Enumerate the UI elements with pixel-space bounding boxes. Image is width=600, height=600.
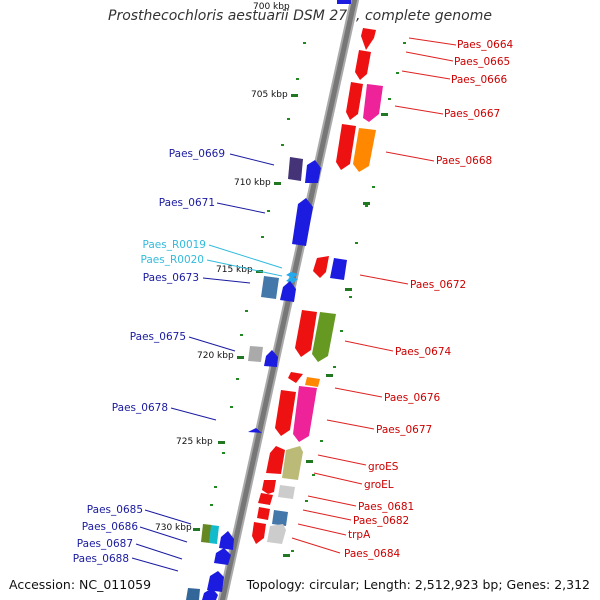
gene-arrow[interactable] bbox=[257, 507, 270, 520]
gene-arrow[interactable] bbox=[272, 510, 288, 526]
axis-label: 730 kbp bbox=[155, 523, 192, 533]
gene-arrow[interactable] bbox=[275, 390, 296, 436]
gene-arrow[interactable] bbox=[264, 350, 278, 367]
gene-arrow[interactable] bbox=[207, 571, 224, 592]
gene-arrow[interactable] bbox=[186, 588, 200, 600]
gene-arrow[interactable] bbox=[361, 28, 376, 50]
axis-label: 715 kbp bbox=[216, 265, 253, 275]
gene-arrow[interactable] bbox=[305, 377, 320, 387]
gene-arrow[interactable] bbox=[261, 276, 279, 299]
gene-label[interactable]: groEL bbox=[364, 479, 394, 491]
gene-label[interactable]: groES bbox=[368, 461, 399, 473]
gene-label[interactable]: Paes_R0019 bbox=[143, 239, 207, 251]
gene-label[interactable]: Paes_0664 bbox=[457, 39, 514, 51]
gene-arrow[interactable] bbox=[214, 548, 231, 565]
gene-arrow[interactable] bbox=[346, 82, 363, 120]
gene-label[interactable]: Paes_0686 bbox=[82, 521, 139, 533]
map-title: Prosthecochloris aestuarii DSM 271, comp… bbox=[108, 8, 492, 24]
axis-label: 720 kbp bbox=[197, 351, 234, 361]
gene-arrow[interactable] bbox=[252, 522, 266, 544]
reverse-strand-genes bbox=[186, 0, 351, 600]
gene-label[interactable]: Paes_0672 bbox=[410, 279, 466, 291]
right-label-leaders bbox=[291, 37, 457, 554]
left-gene-labels: Paes_0669 Paes_0671 Paes_R0019 Paes_R002… bbox=[73, 148, 225, 565]
gene-arrow[interactable] bbox=[312, 312, 336, 362]
gene-label[interactable]: Paes_0676 bbox=[384, 392, 441, 404]
gene-arrow[interactable] bbox=[282, 446, 303, 480]
axis-labels: 700 kbp 705 kbp 710 kbp 715 kbp 720 kbp … bbox=[155, 2, 290, 533]
gene-arrow[interactable] bbox=[286, 277, 298, 283]
gene-arrow[interactable] bbox=[330, 258, 347, 280]
gene-arrow[interactable] bbox=[262, 480, 276, 494]
forward-strand-genes bbox=[252, 28, 383, 544]
gene-arrow[interactable] bbox=[266, 446, 285, 474]
gene-label[interactable]: Paes_0673 bbox=[143, 272, 199, 284]
gene-label[interactable]: Paes_0682 bbox=[353, 515, 409, 527]
gene-arrow[interactable] bbox=[295, 310, 317, 357]
gene-label[interactable]: Paes_0667 bbox=[444, 108, 500, 120]
gene-label[interactable]: Paes_0665 bbox=[454, 56, 510, 68]
right-gene-labels: Paes_0664 Paes_0665 Paes_0666 Paes_0667 … bbox=[344, 39, 514, 560]
gene-arrow[interactable] bbox=[293, 386, 317, 442]
gene-arrow[interactable] bbox=[336, 124, 356, 170]
gene-label[interactable]: Paes_0668 bbox=[436, 155, 492, 167]
gene-arrow[interactable] bbox=[286, 272, 298, 278]
gene-arrow[interactable] bbox=[353, 128, 376, 172]
gene-label[interactable]: Paes_0674 bbox=[395, 346, 452, 358]
gene-label[interactable]: Paes_0666 bbox=[451, 74, 508, 86]
gene-arrow[interactable] bbox=[209, 525, 219, 544]
gene-label[interactable]: Paes_0684 bbox=[344, 548, 401, 560]
gene-label[interactable]: Paes_R0020 bbox=[141, 254, 205, 266]
gene-label[interactable]: Paes_0669 bbox=[169, 148, 225, 160]
gene-label[interactable]: Paes_0671 bbox=[159, 197, 215, 209]
gene-arrow[interactable] bbox=[267, 524, 286, 544]
gene-arrow[interactable] bbox=[248, 346, 263, 362]
left-label-leaders bbox=[131, 153, 283, 572]
gene-arrow[interactable] bbox=[363, 84, 383, 122]
axis-label: 705 kbp bbox=[251, 90, 288, 100]
gene-arrow[interactable] bbox=[280, 281, 296, 302]
gene-arrow[interactable] bbox=[248, 428, 262, 433]
gene-arrow[interactable] bbox=[278, 485, 295, 499]
gene-arrow[interactable] bbox=[288, 372, 303, 383]
axis-label: 725 kbp bbox=[176, 437, 213, 447]
topology-text: Topology: circular; Length: 2,512,923 bp… bbox=[246, 577, 590, 592]
gene-label[interactable]: Paes_0681 bbox=[358, 501, 414, 513]
axis-label: 700 kbp bbox=[253, 2, 290, 12]
gene-arrow[interactable] bbox=[288, 157, 303, 181]
gene-label[interactable]: Paes_0687 bbox=[77, 538, 133, 550]
gene-arrow[interactable] bbox=[313, 256, 329, 278]
gene-arrow[interactable] bbox=[202, 588, 218, 600]
gene-label[interactable]: Paes_0685 bbox=[87, 504, 143, 516]
gene-arrow[interactable] bbox=[292, 198, 313, 246]
strand-guides bbox=[210, 42, 406, 552]
gene-label[interactable]: Paes_0678 bbox=[112, 402, 168, 414]
gene-arrow[interactable] bbox=[219, 531, 234, 550]
gene-arrow[interactable] bbox=[337, 0, 351, 4]
gene-label[interactable]: Paes_0688 bbox=[73, 553, 129, 565]
axis-label: 710 kbp bbox=[234, 178, 271, 188]
gene-arrow[interactable] bbox=[305, 160, 321, 183]
accession-text: Accession: NC_011059 bbox=[9, 577, 152, 592]
gene-arrow[interactable] bbox=[201, 524, 212, 543]
gene-label[interactable]: Paes_0675 bbox=[130, 331, 186, 343]
gene-label[interactable]: trpA bbox=[348, 529, 371, 541]
gene-arrow[interactable] bbox=[258, 493, 273, 505]
gene-arrow[interactable] bbox=[355, 50, 371, 80]
gene-label[interactable]: Paes_0677 bbox=[376, 424, 432, 436]
